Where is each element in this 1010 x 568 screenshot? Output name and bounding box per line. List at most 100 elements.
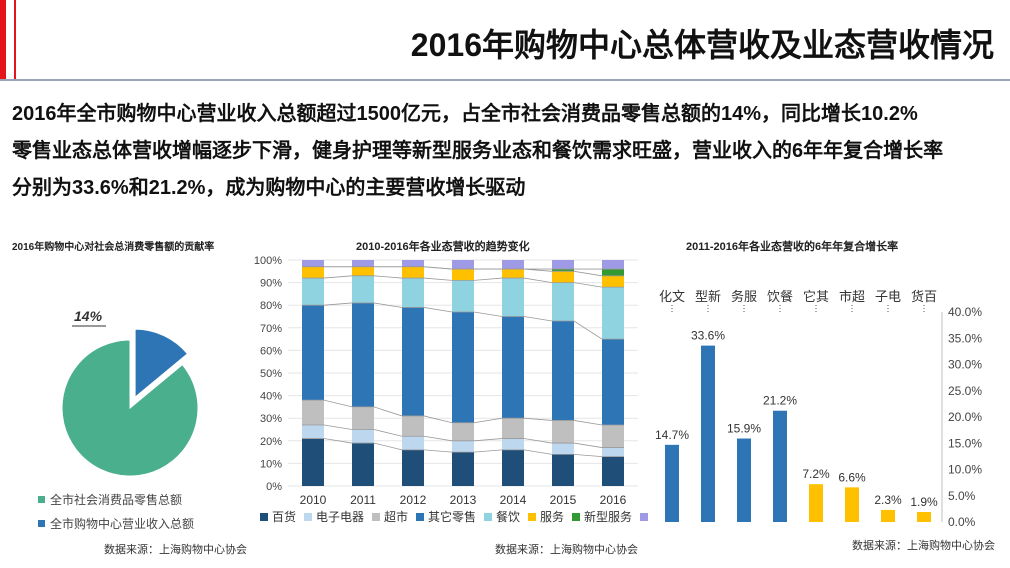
stack-segment: [552, 271, 574, 283]
y-tick-label: 25.0%: [948, 384, 982, 398]
cagr-bar: [845, 487, 859, 522]
cagr-bar: [773, 410, 787, 522]
legend-label: 新型服务: [584, 509, 632, 524]
stack-segment: [302, 424, 324, 439]
series-connector: [302, 266, 624, 270]
stack-segment: [352, 406, 374, 430]
title-divider: [0, 79, 1010, 81]
stack-segment: [552, 443, 574, 455]
legend-label: 其它零售: [428, 509, 476, 524]
stack-segment: [502, 278, 524, 317]
series-connector: [302, 424, 624, 448]
legend-label: 服务: [540, 509, 564, 524]
stack-segment: [452, 280, 474, 312]
legend-swatch: [304, 513, 312, 521]
cagr-category-label: 饮餐: [767, 289, 793, 304]
x-tick-label: 2011: [350, 493, 376, 507]
stack-segment: [502, 316, 524, 419]
cagr-category-label: 务服: [731, 289, 757, 304]
stack-segment: [402, 436, 424, 450]
stack-segment: [302, 400, 324, 425]
stack-segment: [352, 302, 374, 407]
stacked-bar-chart: 0% 10% 20% 30% 40% 50% 60% 70% 80% 90% 100% 2010 201…: [254, 255, 648, 524]
stack-segment: [502, 269, 524, 279]
stack-segment: [302, 260, 324, 267]
cagr-bar: [737, 438, 751, 522]
stack-segment: [452, 422, 474, 441]
stack-segment: [302, 278, 324, 306]
cagr-category-label: 市超: [839, 289, 865, 304]
summary-line-3: 分别为33.6%和21.2%，成为购物中心的主要营收增长驱动: [12, 177, 526, 199]
x-tick-label: 2016: [600, 493, 627, 507]
stack-segment: [352, 443, 374, 486]
stack-segment: [602, 269, 624, 276]
y-tick-label: 80%: [260, 300, 282, 312]
legend-label: 电子电器: [316, 510, 364, 524]
stack-segment: [552, 454, 574, 486]
stack-segment: [502, 438, 524, 450]
series-connector: [302, 302, 624, 340]
pie-legend-swatch: [38, 496, 45, 503]
stack-segment: [452, 260, 474, 270]
y-tick-label: 30.0%: [948, 358, 982, 372]
cagr-value-label: 15.9%: [727, 422, 761, 436]
series-connector: [302, 275, 624, 288]
series-connector: [302, 438, 624, 458]
y-tick-label: 10%: [260, 458, 282, 470]
legend-label: 百货: [272, 509, 296, 524]
stack-segment: [502, 418, 524, 439]
stack-segment: [602, 260, 624, 270]
cagr-source: 数据来源：上海购物中心协会: [852, 540, 995, 552]
summary-line-2: 零售业态总体营收增幅逐步下滑，健身护理等新型服务业态和餐饮需求旺盛，营业收入的6…: [12, 140, 944, 162]
cagr-category-label: 型新: [695, 289, 721, 304]
pie-legend-swatch: [38, 520, 45, 527]
stack-segment: [352, 429, 374, 444]
y-tick-label: 90%: [260, 278, 282, 290]
stack-segment: [402, 307, 424, 416]
stack-segment: [402, 449, 424, 486]
y-tick-label: 20.0%: [948, 410, 982, 424]
cagr-bar: [665, 444, 679, 522]
stack-segment: [402, 415, 424, 437]
stack-segment: [602, 456, 624, 486]
legend-swatch: [484, 513, 492, 521]
y-tick-label: 50%: [260, 368, 282, 380]
x-tick-label: 2014: [500, 493, 527, 507]
cagr-value-label: 6.6%: [838, 470, 866, 484]
legend-label: 餐饮: [496, 509, 520, 524]
cagr-value-label: 7.2%: [802, 467, 830, 481]
x-tick-label: 2012: [400, 493, 427, 507]
stack-segment: [452, 452, 474, 486]
y-tick-label: 35.0%: [948, 331, 982, 345]
cagr-value-label: 1.9%: [910, 495, 938, 509]
stack-segment: [452, 311, 474, 423]
pie-slice: [134, 328, 189, 399]
y-tick-label: 10.0%: [948, 463, 982, 477]
y-tick-label: 70%: [260, 323, 282, 335]
y-tick-label: 0.0%: [948, 515, 976, 529]
x-tick-label: 2010: [300, 493, 327, 507]
y-tick-label: 15.0%: [948, 436, 982, 450]
cagr-value-label: 2.3%: [874, 493, 902, 507]
cagr-value-label: 33.6%: [691, 329, 725, 343]
y-tick-label: 40.0%: [948, 305, 982, 319]
stack-segment: [552, 321, 574, 421]
y-tick-label: 30%: [260, 413, 282, 425]
stack-segment: [602, 275, 624, 288]
y-tick-label: 0%: [266, 481, 282, 493]
stack-segment: [302, 438, 324, 486]
legend-swatch: [416, 513, 424, 521]
cagr-chart-title: 2011-2016年各业态营收的6年年复合增长率: [686, 241, 899, 253]
stacked-chart-title: 2010-2016年各业态营收的趋势变化: [356, 241, 530, 253]
stack-segment: [452, 440, 474, 453]
stack-segment: [302, 266, 324, 279]
cagr-bar: [809, 484, 823, 522]
stacked-source: 数据来源：上海购物中心协会: [495, 544, 638, 556]
cagr-category-label: 化文: [659, 289, 685, 304]
pie-source: 数据来源：上海购物中心协会: [104, 544, 247, 556]
cagr-category-label: 它其: [803, 289, 829, 304]
y-tick-label: 5.0%: [948, 489, 976, 503]
page-title: 2016年购物中心总体营收及业态营收情况: [410, 27, 994, 63]
summary-line-1: 2016年全市购物中心营业收入总额超过1500亿元，占全市社会消费品零售总额的1…: [12, 103, 918, 125]
